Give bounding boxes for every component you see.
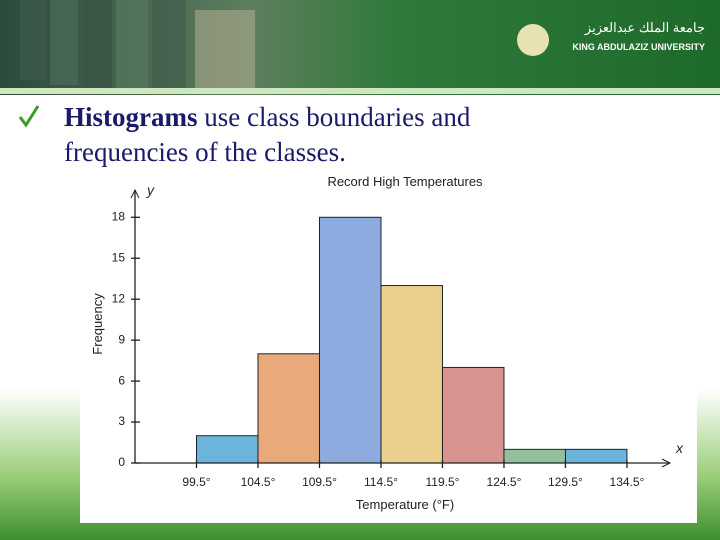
y-axis-label: Frequency [90,293,105,355]
logo [517,24,549,56]
y-tick-label: 18 [112,209,126,223]
bar [441,366,505,464]
bar [380,285,443,464]
books [20,0,255,92]
x-tick-label: 114.5° [364,475,398,489]
y-arrow [130,188,140,199]
y-tick-label: 0 [118,455,125,469]
x-axis-label: Temperature (°F) [356,497,454,512]
x-tick-label: 124.5° [487,475,522,489]
heading-line-1: Histograms use class boundaries and [64,102,471,132]
x-axis-symbol: x [675,440,684,456]
x-tick-label: 99.5° [182,475,210,489]
x-tick-label: 134.5° [610,475,645,489]
banner-edge [0,88,720,94]
bullet-check [18,105,40,128]
y-tick-label: 15 [112,250,126,264]
bar [195,435,259,464]
heading-line-2: frequencies of the classes. [64,137,346,167]
y-tick-label: 9 [118,332,125,346]
heading-rest: use class boundaries and [204,102,471,132]
y-tick-label: 12 [112,291,126,305]
bar [564,448,628,464]
y-tick-label: 6 [118,373,125,387]
chart-title: Record High Temperatures [327,174,483,189]
bar [257,353,320,464]
chart: 0 3 6 9 12 15 18 99.5° 104.5° 109.5° 114.5° 119.5° 1… [90,174,684,512]
university-arabic: جامعة الملك عبدالعزيز [584,20,705,36]
heading-bold: Histograms [64,102,197,132]
y-axis-symbol: y [146,182,155,198]
x-tick-label: 129.5° [548,475,583,489]
bar [318,216,382,464]
x-tick-label: 119.5° [426,475,460,489]
university-english: KING ABDULAZIZ UNIVERSITY [572,42,705,52]
x-tick-label: 104.5° [241,475,276,489]
x-tick-label: 109.5° [302,475,337,489]
y-tick-label: 3 [118,414,125,428]
bar [503,448,566,464]
x-arrow [661,458,672,468]
